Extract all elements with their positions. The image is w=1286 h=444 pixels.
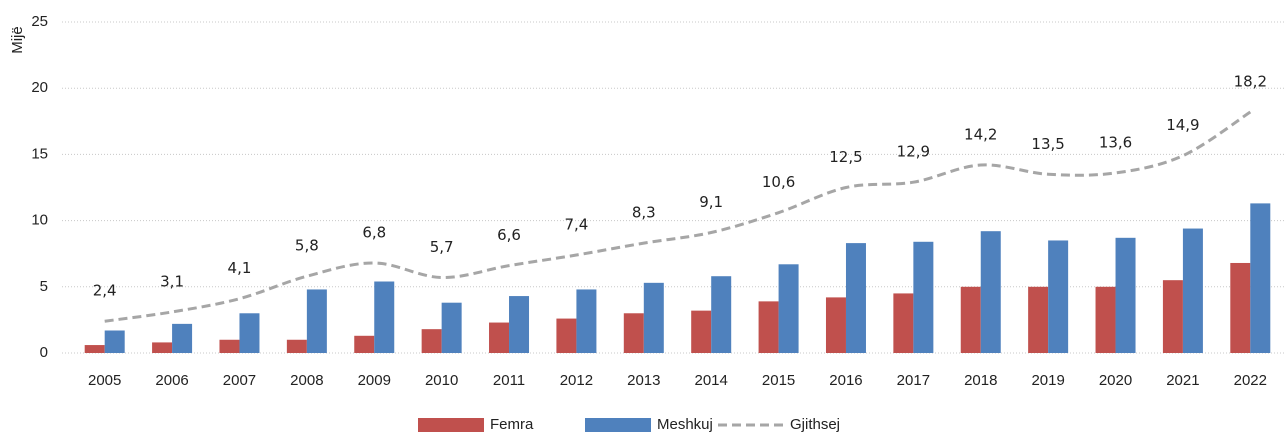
x-tick-label: 2005 [88, 372, 121, 389]
data-label: 12,9 [897, 143, 930, 161]
data-label: 4,1 [228, 259, 252, 277]
bar [239, 313, 260, 353]
bar [1250, 203, 1271, 353]
bar [845, 243, 866, 353]
x-tick-label: 2019 [1031, 372, 1064, 389]
x-tick-label: 2009 [358, 372, 391, 389]
legend-swatch [418, 418, 484, 432]
y-tick-label: 15 [31, 145, 48, 162]
data-label: 13,6 [1099, 133, 1132, 151]
x-tick-label: 2021 [1166, 372, 1199, 389]
x-tick-label: 2011 [493, 372, 525, 389]
bar [354, 335, 375, 353]
data-label: 12,5 [829, 148, 862, 166]
bar [711, 276, 732, 353]
bar [104, 330, 125, 353]
data-label: 18,2 [1234, 73, 1267, 91]
bar [556, 318, 577, 353]
x-tick-label: 2020 [1099, 372, 1132, 389]
y-tick-label: 20 [31, 79, 48, 96]
data-label: 13,5 [1031, 135, 1064, 153]
legend-label: Gjithsej [790, 416, 840, 433]
bar [1115, 237, 1136, 353]
bar [509, 296, 530, 353]
data-label: 14,2 [964, 125, 997, 143]
data-label: 7,4 [564, 216, 588, 234]
data-label: 8,3 [632, 204, 656, 222]
x-tick-label: 2017 [897, 372, 930, 389]
bar [893, 293, 914, 353]
legend-swatch [585, 418, 651, 432]
y-tick-label: 25 [31, 13, 48, 30]
bar [421, 329, 442, 353]
bar [825, 297, 846, 353]
bar [1095, 286, 1116, 353]
bar [306, 289, 327, 353]
bar [643, 282, 664, 353]
bar [758, 301, 779, 353]
data-label: 10,6 [762, 173, 795, 191]
bar [1162, 280, 1183, 353]
x-tick-label: 2006 [155, 372, 188, 389]
data-label: 3,1 [160, 272, 184, 290]
x-tick-label: 2015 [762, 372, 795, 389]
bar [778, 264, 799, 353]
bar [1182, 228, 1203, 353]
bar [489, 322, 510, 353]
y-tick-label: 5 [40, 278, 48, 295]
bar [172, 323, 193, 353]
x-tick-label: 2013 [627, 372, 660, 389]
data-label: 6,6 [497, 226, 521, 244]
line [104, 110, 1252, 323]
y-tick-label: 0 [40, 344, 48, 361]
x-tick-label: 2012 [560, 372, 593, 389]
bar [913, 241, 934, 353]
legend-label: Meshkuj [657, 416, 713, 433]
bar [219, 339, 240, 353]
data-label: 14,9 [1166, 116, 1199, 134]
bar [441, 302, 462, 353]
x-tick-label: 2016 [829, 372, 862, 389]
bar [980, 231, 1001, 353]
bar [691, 310, 712, 353]
bar [1028, 286, 1049, 353]
bar [960, 286, 981, 353]
data-label: 9,1 [699, 193, 723, 211]
y-tick-label: 10 [31, 212, 48, 229]
data-label: 2,4 [93, 282, 117, 300]
bar [84, 345, 105, 353]
bar [1230, 262, 1251, 353]
bar [1048, 240, 1069, 353]
x-tick-label: 2018 [964, 372, 997, 389]
bar [152, 342, 173, 353]
x-tick-label: 2014 [695, 372, 728, 389]
bar [623, 313, 644, 353]
legend-label: Femra [490, 416, 534, 433]
y-axis-label: Mijë [9, 26, 26, 54]
data-label: 5,8 [295, 237, 319, 255]
bar [576, 289, 597, 353]
data-label: 5,7 [430, 238, 454, 256]
x-tick-label: 2010 [425, 372, 458, 389]
bar [374, 281, 395, 353]
x-tick-label: 2007 [223, 372, 256, 389]
x-tick-label: 2022 [1234, 372, 1267, 389]
data-label: 6,8 [362, 223, 386, 241]
x-tick-label: 2008 [290, 372, 323, 389]
bar [286, 339, 307, 353]
